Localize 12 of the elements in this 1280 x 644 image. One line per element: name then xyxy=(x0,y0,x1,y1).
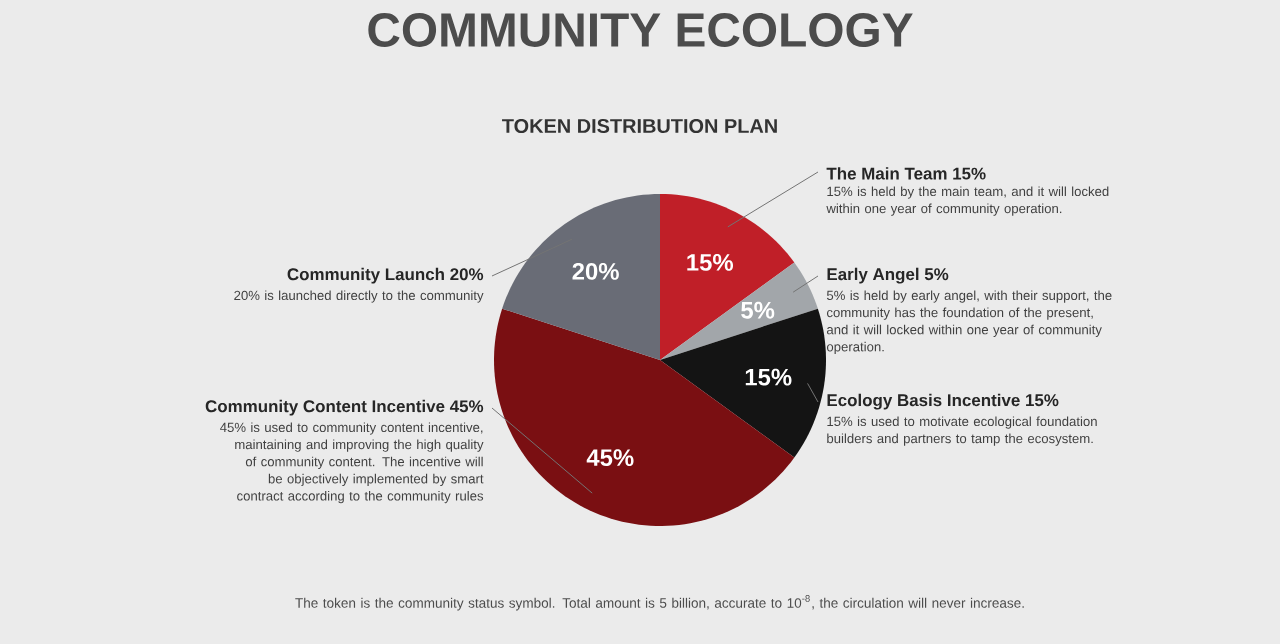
slice-label: Early Angel 5% xyxy=(827,267,949,284)
data-label: 15% xyxy=(687,253,734,271)
chart-title: COMMUNITY ECOLOGY xyxy=(368,13,913,47)
slice-label: Community Content Incentive 45% xyxy=(205,399,484,416)
slice-label: Community Launch 20% xyxy=(287,267,484,284)
data-label: 5% xyxy=(741,301,775,319)
data-label: 45% xyxy=(586,449,634,467)
data-label: 15% xyxy=(745,368,792,386)
data-label: 20% xyxy=(572,262,619,280)
chart-subtitle: TOKEN DISTRIBUTION PLAN xyxy=(502,118,777,134)
slice-label: The Main Team 15% xyxy=(826,167,986,180)
slice-label: Ecology Basis Incentive 15% xyxy=(827,393,1059,410)
